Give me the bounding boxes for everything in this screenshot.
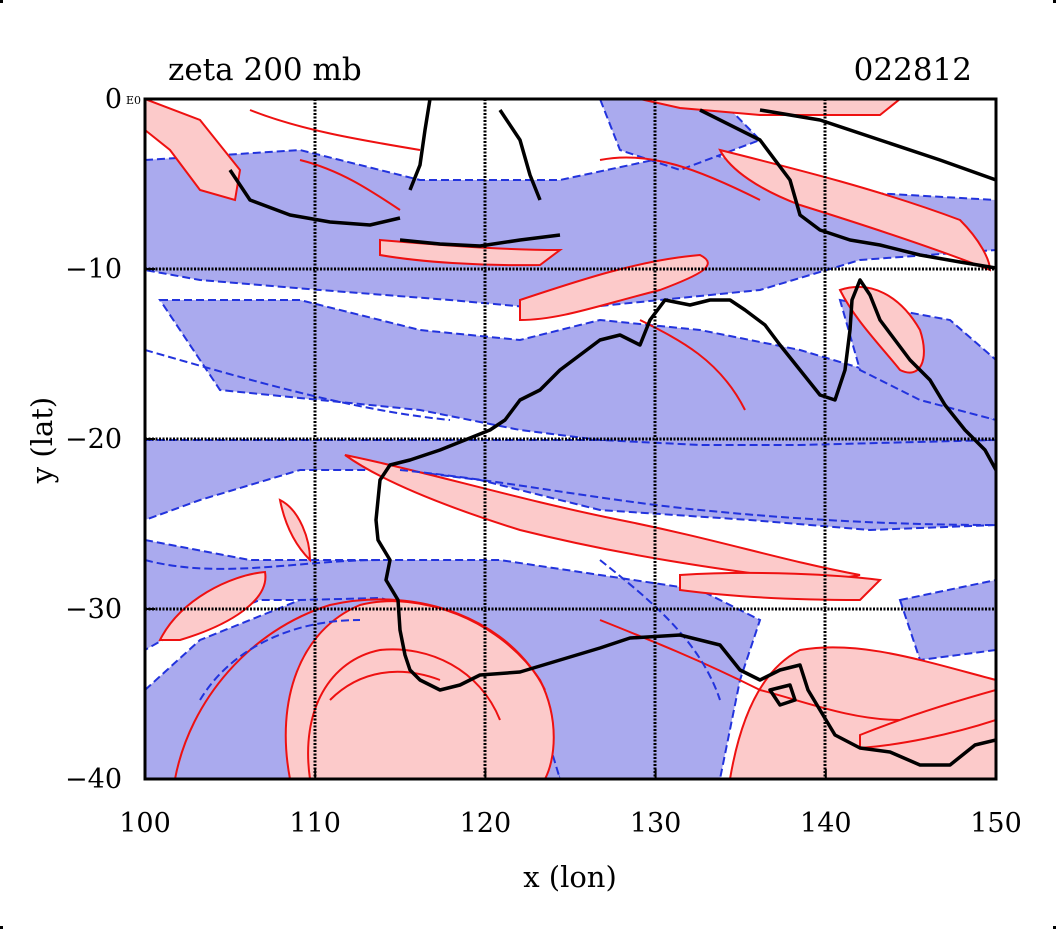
positive-blob-west	[158, 570, 267, 641]
positive-band-north	[145, 99, 242, 202]
y-tick-label: 0	[105, 84, 122, 115]
new-guinea-north	[759, 108, 996, 182]
grid	[145, 99, 996, 779]
positive-region-southeast	[728, 646, 996, 779]
neg-contour-3	[145, 349, 451, 421]
page-corner-mark-tr	[1053, 0, 1056, 3]
page-corner-mark-br	[1053, 926, 1056, 929]
positive-band-central	[344, 454, 861, 584]
positive-vorticity-regions	[145, 99, 996, 779]
positive-band-southeast	[859, 688, 996, 750]
contour-ring-3	[329, 670, 441, 701]
positive-band-east	[679, 571, 883, 602]
plot-area	[145, 99, 996, 779]
tasmania-coast	[768, 683, 797, 707]
neg-contour-2	[399, 469, 996, 526]
origin-small-label: E0	[126, 94, 141, 107]
x-tick-label: 120	[460, 808, 512, 839]
positive-band-north-east	[519, 253, 709, 322]
positive-band-top	[639, 99, 902, 116]
negative-region-southeast	[898, 578, 996, 662]
new-guinea-coast	[699, 108, 996, 270]
negative-region-northeast	[598, 99, 762, 172]
date-code: 022812	[854, 52, 972, 88]
y-tick-label: −40	[65, 764, 122, 795]
contour-squiggle-2	[249, 109, 421, 151]
x-tick-label: 130	[630, 808, 682, 839]
x-tick-label: 140	[800, 808, 852, 839]
positive-blob-west-thin	[278, 498, 312, 563]
axis-ticks: 100 110 120 130 140 150 0 −10 −20 −30 −40	[65, 84, 1022, 839]
x-tick-label: 100	[119, 808, 171, 839]
page-corner-mark-bl	[0, 926, 3, 929]
y-axis-label: y (lat)	[25, 397, 59, 484]
y-tick-label: −30	[65, 594, 122, 625]
y-tick-label: −10	[65, 254, 122, 285]
island-coast-3	[408, 99, 432, 191]
neg-contour-5	[199, 619, 361, 701]
negative-region-central	[158, 299, 996, 446]
x-tick-label: 110	[289, 808, 341, 839]
page-corner-mark-tl	[0, 0, 3, 3]
island-coast-4	[498, 109, 542, 201]
island-coast-1	[228, 169, 401, 227]
contour-squiggle-4	[599, 156, 761, 201]
australia-coast	[374, 278, 996, 767]
x-axis-label: x (lon)	[523, 860, 617, 894]
neg-contour-1	[145, 559, 381, 570]
y-tick-label: −20	[65, 424, 122, 455]
contour-squiggle-3	[299, 159, 401, 211]
x-tick-label: 150	[970, 808, 1022, 839]
island-coast-2	[399, 233, 561, 248]
contour-ring-1	[174, 598, 546, 779]
negative-contour-lines	[145, 349, 996, 701]
map-title: zeta 200 mb	[168, 52, 362, 88]
coastline	[228, 99, 996, 767]
